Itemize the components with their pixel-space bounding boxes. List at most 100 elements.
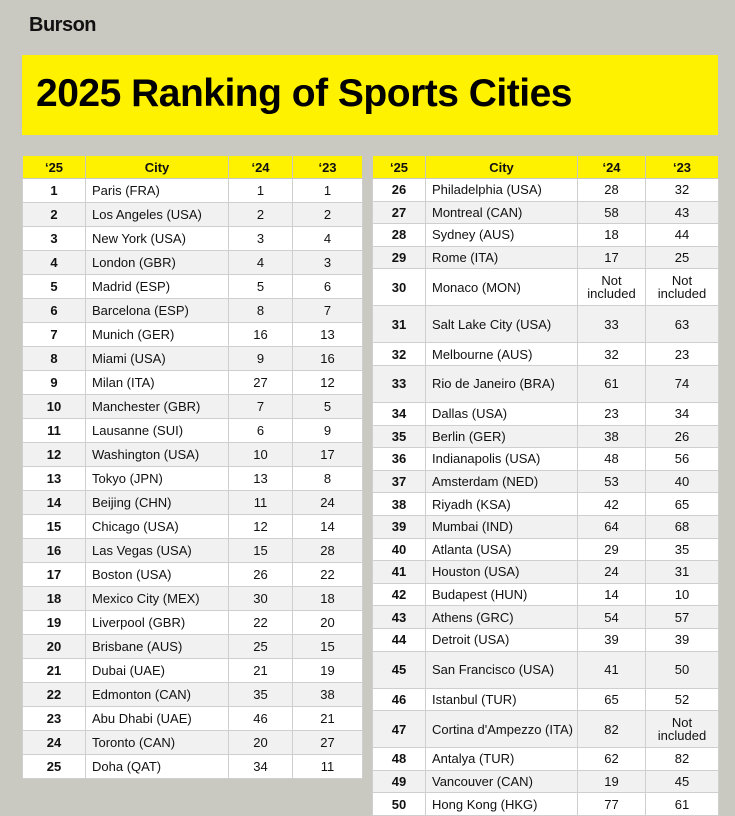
table-cell: 1 bbox=[292, 178, 363, 203]
table-cell: 6 bbox=[22, 298, 86, 323]
table-row: 14 Beijing (CHN) 11 24 bbox=[22, 490, 363, 515]
table-cell: 2 bbox=[22, 202, 86, 227]
table-row: 47 Cortina d'Ampezzo (ITA) 82 Not included bbox=[372, 710, 719, 749]
table-cell: 4 bbox=[228, 250, 293, 275]
table-cell: 24 bbox=[22, 730, 86, 755]
table-cell: 37 bbox=[372, 469, 426, 494]
table-cell: Edmonton (CAN) bbox=[85, 682, 229, 707]
table-cell: 13 bbox=[228, 466, 293, 491]
table-row: 17 Boston (USA) 26 22 bbox=[22, 562, 363, 587]
table-cell: Montreal (CAN) bbox=[425, 200, 578, 225]
table-cell: 32 bbox=[645, 178, 719, 202]
table-cell: 31 bbox=[372, 305, 426, 344]
table-cell: 44 bbox=[645, 223, 719, 247]
table-cell: 22 bbox=[292, 562, 363, 587]
table-cell: Beijing (CHN) bbox=[85, 490, 229, 515]
table-cell: 19 bbox=[577, 769, 646, 794]
table-cell: 34 bbox=[645, 401, 719, 426]
table-cell: Atlanta (USA) bbox=[425, 537, 578, 562]
table-cell: 8 bbox=[228, 298, 293, 323]
table-cell: 18 bbox=[577, 223, 646, 247]
table-cell: San Francisco (USA) bbox=[425, 650, 578, 689]
table-cell: Milan (ITA) bbox=[85, 370, 229, 395]
column-header: City bbox=[85, 155, 229, 179]
table-cell: 5 bbox=[292, 394, 363, 419]
table-cell: Not included bbox=[577, 268, 646, 307]
table-row: 39 Mumbai (IND) 64 68 bbox=[372, 514, 719, 539]
table-cell: 25 bbox=[645, 245, 719, 270]
table-cell: 30 bbox=[228, 586, 293, 611]
table-cell: 15 bbox=[22, 514, 86, 539]
table-cell: 8 bbox=[22, 346, 86, 371]
table-cell: 15 bbox=[292, 634, 363, 659]
table-cell: 19 bbox=[292, 658, 363, 683]
table-cell: 4 bbox=[292, 226, 363, 251]
table-cell: 27 bbox=[228, 370, 293, 395]
table-cell: 16 bbox=[22, 538, 86, 563]
table-row: 19 Liverpool (GBR) 22 20 bbox=[22, 610, 363, 635]
table-cell: 12 bbox=[292, 370, 363, 395]
table-cell: 44 bbox=[372, 627, 426, 652]
table-cell: 29 bbox=[372, 245, 426, 270]
table-cell: 22 bbox=[228, 610, 293, 635]
table-cell: 14 bbox=[577, 582, 646, 607]
table-row: 1 Paris (FRA) 1 1 bbox=[22, 178, 363, 203]
table-cell: 43 bbox=[372, 605, 426, 629]
table-cell: 8 bbox=[292, 466, 363, 491]
table-cell: 11 bbox=[22, 418, 86, 443]
table-row: 43 Athens (GRC) 54 57 bbox=[372, 605, 719, 629]
table-cell: 28 bbox=[292, 538, 363, 563]
table-cell: 10 bbox=[228, 442, 293, 467]
table-cell: Philadelphia (USA) bbox=[425, 178, 578, 202]
table-cell: 17 bbox=[292, 442, 363, 467]
table-row: 9 Milan (ITA) 27 12 bbox=[22, 370, 363, 395]
table-row: 42 Budapest (HUN) 14 10 bbox=[372, 582, 719, 607]
table-cell: 45 bbox=[372, 650, 426, 689]
table-cell: 31 bbox=[645, 560, 719, 584]
header-row: ‘25 City ‘24 ‘23 bbox=[22, 155, 363, 179]
table-cell: Tokyo (JPN) bbox=[85, 466, 229, 491]
table-cell: Madrid (ESP) bbox=[85, 274, 229, 299]
table-cell: 27 bbox=[372, 200, 426, 225]
table-cell: 12 bbox=[228, 514, 293, 539]
table-cell: 64 bbox=[577, 514, 646, 539]
table-row: 23 Abu Dhabi (UAE) 46 21 bbox=[22, 706, 363, 731]
table-cell: Liverpool (GBR) bbox=[85, 610, 229, 635]
table-cell: 49 bbox=[372, 769, 426, 794]
table-cell: Indianapolis (USA) bbox=[425, 447, 578, 471]
table-row: 30 Monaco (MON) Not included Not included bbox=[372, 268, 719, 307]
table-row: 49 Vancouver (CAN) 19 45 bbox=[372, 769, 719, 794]
table-cell: 29 bbox=[577, 537, 646, 562]
table-cell: 26 bbox=[645, 424, 719, 449]
table-row: 33 Rio de Janeiro (BRA) 61 74 bbox=[372, 364, 719, 403]
table-cell: 13 bbox=[292, 322, 363, 347]
table-cell: 39 bbox=[577, 627, 646, 652]
table-cell: 9 bbox=[292, 418, 363, 443]
table-row: 44 Detroit (USA) 39 39 bbox=[372, 627, 719, 652]
table-cell: 39 bbox=[645, 627, 719, 652]
table-row: 12 Washington (USA) 10 17 bbox=[22, 442, 363, 467]
table-cell: 27 bbox=[292, 730, 363, 755]
table-row: 22 Edmonton (CAN) 35 38 bbox=[22, 682, 363, 707]
table-cell: Doha (QAT) bbox=[85, 754, 229, 779]
table-cell: Riyadh (KSA) bbox=[425, 492, 578, 516]
table-cell: Not included bbox=[645, 268, 719, 307]
table-cell: 7 bbox=[22, 322, 86, 347]
table-cell: 57 bbox=[645, 605, 719, 629]
table-cell: 11 bbox=[292, 754, 363, 779]
table-cell: Boston (USA) bbox=[85, 562, 229, 587]
table-cell: Abu Dhabi (UAE) bbox=[85, 706, 229, 731]
table-cell: 22 bbox=[22, 682, 86, 707]
table-row: 40 Atlanta (USA) 29 35 bbox=[372, 537, 719, 562]
table-cell: Detroit (USA) bbox=[425, 627, 578, 652]
table-cell: 25 bbox=[228, 634, 293, 659]
table-cell: Chicago (USA) bbox=[85, 514, 229, 539]
table-cell: 82 bbox=[577, 710, 646, 749]
table-cell: 5 bbox=[22, 274, 86, 299]
table-cell: 9 bbox=[22, 370, 86, 395]
table-cell: Toronto (CAN) bbox=[85, 730, 229, 755]
table-row: 29 Rome (ITA) 17 25 bbox=[372, 245, 719, 270]
table-row: 15 Chicago (USA) 12 14 bbox=[22, 514, 363, 539]
table-cell: 34 bbox=[228, 754, 293, 779]
table-cell: 65 bbox=[645, 492, 719, 516]
